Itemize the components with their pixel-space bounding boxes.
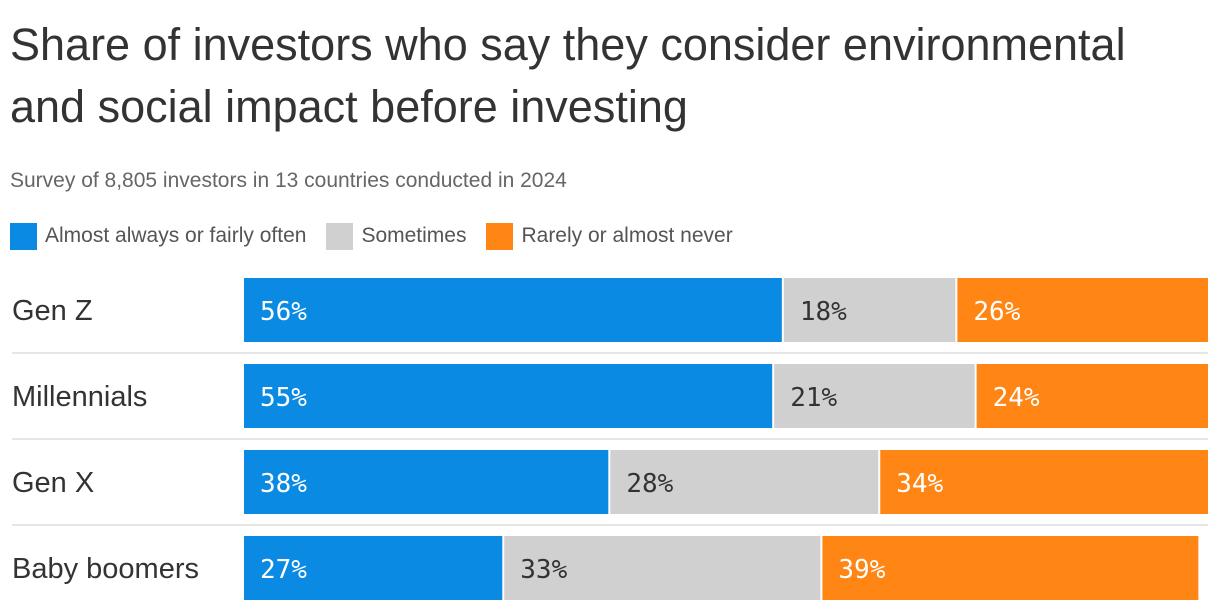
data-label-baby-boomers-almost-always-or-fairly-often: 27%	[260, 555, 307, 585]
legend-item-rarely: Rarely or almost never	[486, 222, 733, 250]
legend-item-almost-always: Almost always or fairly often	[10, 222, 307, 250]
legend-label-sometimes: Sometimes	[361, 224, 467, 247]
data-label-gen-x-sometimes: 28%	[626, 469, 673, 499]
data-label-millennials-rarely-or-almost-never: 24%	[993, 383, 1040, 413]
legend-label-rarely: Rarely or almost never	[521, 224, 733, 247]
bar-gen-z-sometimes	[783, 278, 956, 342]
bar-gen-x-sometimes	[610, 450, 879, 514]
data-label-millennials-almost-always-or-fairly-often: 55%	[260, 383, 307, 413]
bar-gen-x-rarely-or-almost-never	[880, 450, 1208, 514]
data-label-gen-x-almost-always-or-fairly-often: 38%	[260, 469, 307, 499]
chart-title: Share of investors who say they consider…	[10, 19, 1126, 132]
bar-millennials-rarely-or-almost-never	[976, 364, 1208, 428]
data-label-baby-boomers-rarely-or-almost-never: 39%	[838, 555, 885, 585]
data-label-gen-z-almost-always-or-fairly-often: 56%	[260, 297, 307, 327]
bar-baby-boomers-sometimes	[504, 536, 821, 600]
bar-gen-z-almost-always-or-fairly-often	[244, 278, 782, 342]
data-label-millennials-sometimes: 21%	[790, 383, 837, 413]
data-label-baby-boomers-sometimes: 33%	[520, 555, 567, 585]
legend: Almost always or fairly often Sometimes …	[10, 221, 753, 251]
data-label-gen-z-rarely-or-almost-never: 26%	[973, 297, 1020, 327]
bar-baby-boomers-almost-always-or-fairly-often	[244, 536, 503, 600]
data-label-gen-z-sometimes: 18%	[800, 297, 847, 327]
data-label-gen-x-rarely-or-almost-never: 34%	[896, 469, 943, 499]
bar-millennials-sometimes	[774, 364, 975, 428]
bar-gen-z-rarely-or-almost-never	[957, 278, 1208, 342]
legend-label-almost-always: Almost always or fairly often	[45, 224, 307, 247]
legend-swatch-rarely	[486, 222, 514, 250]
legend-item-sometimes: Sometimes	[326, 222, 467, 250]
bar-millennials-almost-always-or-fairly-often	[244, 364, 773, 428]
legend-swatch-almost-always	[10, 222, 37, 250]
category-label-gen-z: Gen Z	[12, 295, 93, 327]
bar-baby-boomers-rarely-or-almost-never	[822, 536, 1199, 600]
category-label-baby-boomers: Baby boomers	[12, 553, 199, 585]
legend-swatch-sometimes	[326, 222, 354, 250]
bar-gen-x-almost-always-or-fairly-often	[244, 450, 609, 514]
chart-subtitle: Survey of 8,805 investors in 13 countrie…	[10, 169, 567, 192]
category-label-gen-x: Gen X	[12, 467, 94, 499]
category-label-millennials: Millennials	[12, 381, 147, 413]
